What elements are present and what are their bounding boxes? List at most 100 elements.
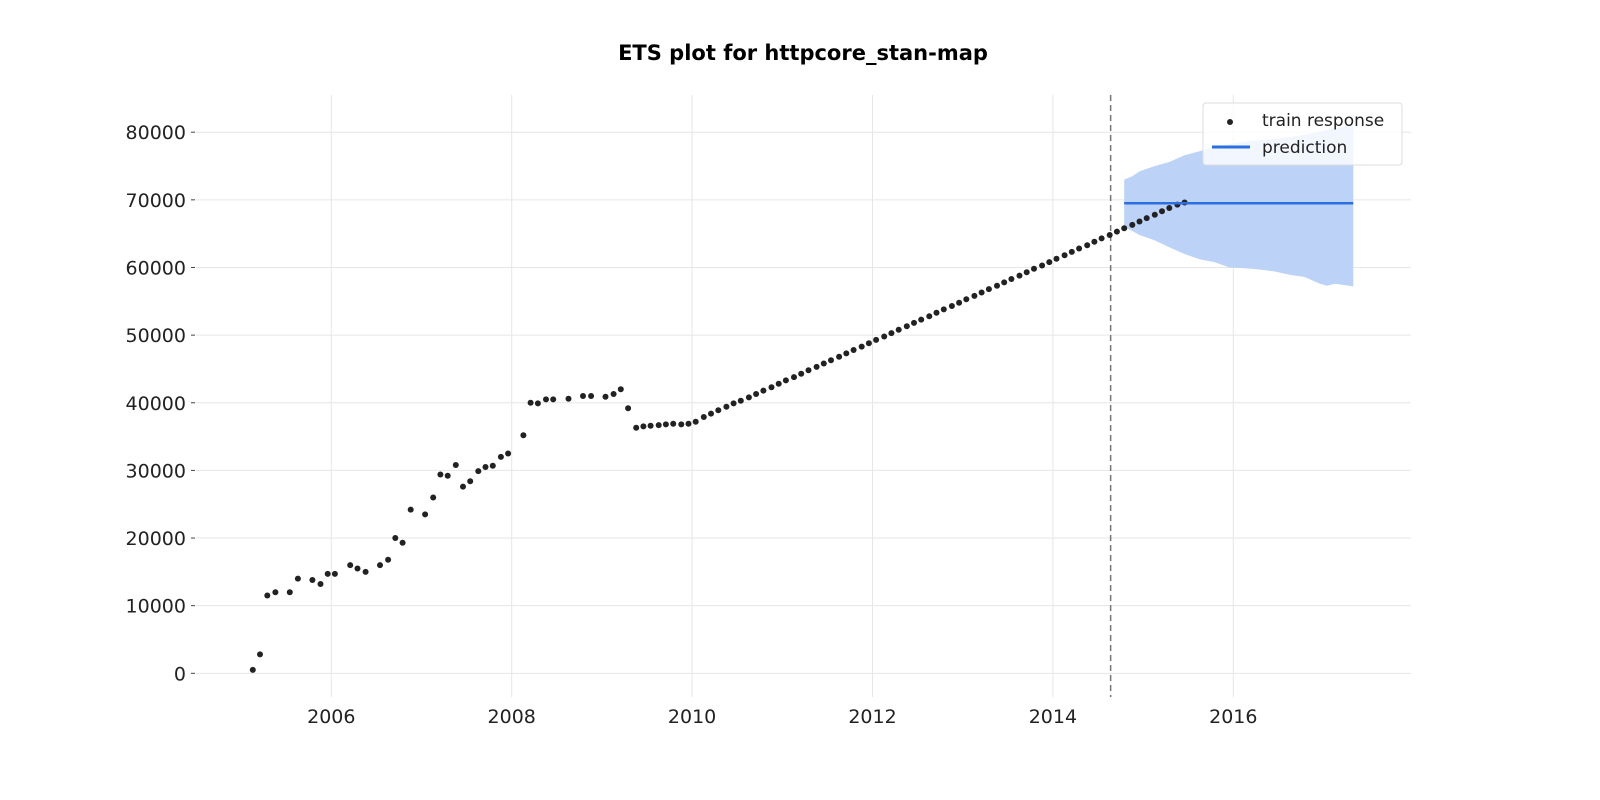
train-response-point (1106, 232, 1113, 238)
train-response-point (933, 309, 940, 316)
train-response-point (791, 374, 797, 381)
train-response-point (309, 577, 316, 583)
train-response-point (249, 666, 256, 673)
y-tick-label: 80000 (126, 122, 186, 144)
train-response-point (1143, 215, 1150, 222)
train-response-point (399, 539, 406, 546)
y-tick-label: 0 (174, 663, 186, 685)
train-response-point (1113, 228, 1120, 235)
train-response-point (640, 423, 647, 430)
train-response-point (264, 592, 271, 599)
train-response-point (527, 399, 534, 406)
train-response-point (317, 581, 324, 587)
train-response-point (1023, 269, 1030, 276)
train-response-point (873, 336, 880, 343)
train-response-point (602, 393, 609, 400)
y-tick-label: 10000 (126, 596, 186, 618)
train-response-point (534, 400, 541, 407)
train-response-point (331, 570, 338, 577)
train-response-point (775, 380, 782, 387)
train-response-point (1046, 259, 1053, 266)
y-axis-ticks: 0 10000 20000 30000 40000 50000 60000 70000 8000… (126, 122, 195, 685)
train-response-point (257, 651, 263, 658)
train-response-point (1091, 238, 1098, 245)
train-response-point (647, 422, 654, 429)
train-response-point (685, 420, 692, 427)
train-response-point (678, 421, 685, 428)
train-response-point (385, 556, 392, 563)
train-response-point (737, 397, 744, 404)
train-response-point (782, 377, 789, 384)
train-response-point (843, 350, 850, 357)
train-response-point (805, 367, 812, 374)
train-response-point (971, 292, 978, 299)
train-response-point (715, 407, 722, 414)
x-axis-ticks: 2006 2008 2010 2012 2014 2016 (307, 706, 1257, 728)
train-response-point (655, 422, 662, 429)
train-response-point (294, 575, 301, 582)
train-response-point (550, 396, 557, 403)
train-response-point (1061, 252, 1068, 259)
train-response-point (903, 323, 910, 330)
y-tick-label: 50000 (126, 325, 186, 347)
train-response-point (858, 343, 865, 350)
train-response-point (407, 506, 414, 513)
train-response-point (377, 562, 383, 569)
train-response-point (723, 403, 730, 410)
train-response-point (444, 472, 451, 479)
train-response-point (272, 589, 279, 596)
train-response-point (1129, 221, 1136, 228)
y-tick-label: 60000 (126, 257, 186, 279)
train-response-point (489, 462, 496, 469)
train-response-point (1068, 248, 1075, 255)
train-response-point (354, 565, 361, 572)
train-response-point (617, 386, 624, 393)
train-response-point (670, 420, 677, 427)
legend-train-marker (1227, 119, 1233, 125)
train-response-point (422, 511, 429, 518)
x-tick-label: 2006 (307, 706, 355, 728)
train-response-point (881, 333, 888, 340)
train-response-point (497, 453, 504, 460)
train-response-point (700, 414, 707, 420)
train-response-point (437, 471, 444, 478)
train-response-point (324, 570, 331, 577)
train-response-point (865, 340, 872, 347)
train-response-point (963, 296, 970, 303)
chart-title: ETS plot for httpcore_stan-map (618, 41, 988, 65)
train-response-point (1121, 225, 1128, 232)
y-tick-label: 40000 (126, 393, 186, 415)
train-response-points (249, 199, 1188, 673)
x-tick-label: 2014 (1029, 706, 1077, 728)
x-tick-label: 2012 (848, 706, 896, 728)
train-response-point (813, 363, 820, 370)
train-response-point (633, 424, 640, 431)
train-response-point (926, 313, 933, 320)
train-response-point (948, 303, 955, 309)
prediction-interval-layer (1124, 125, 1354, 287)
train-response-point (978, 289, 985, 296)
train-response-point (828, 357, 834, 364)
train-response-point (565, 395, 572, 402)
train-response-point (543, 396, 549, 403)
train-response-point (505, 450, 512, 457)
train-response-point (347, 562, 354, 569)
train-response-point (708, 410, 714, 417)
y-tick-label: 20000 (126, 528, 186, 550)
train-response-point (836, 353, 843, 360)
train-response-point (1001, 279, 1008, 286)
train-response-point (1076, 245, 1083, 252)
train-response-point (452, 462, 459, 468)
train-response-point (460, 483, 466, 490)
train-response-point (911, 319, 917, 326)
train-response-point (956, 299, 963, 306)
train-response-point (588, 393, 595, 399)
train-response-point (798, 370, 805, 377)
prediction-interval-band (1124, 125, 1354, 287)
train-response-point (760, 387, 767, 394)
train-response-point (392, 535, 399, 541)
train-response-point (1084, 242, 1091, 249)
train-response-point (610, 391, 617, 397)
train-response-point (286, 589, 293, 596)
